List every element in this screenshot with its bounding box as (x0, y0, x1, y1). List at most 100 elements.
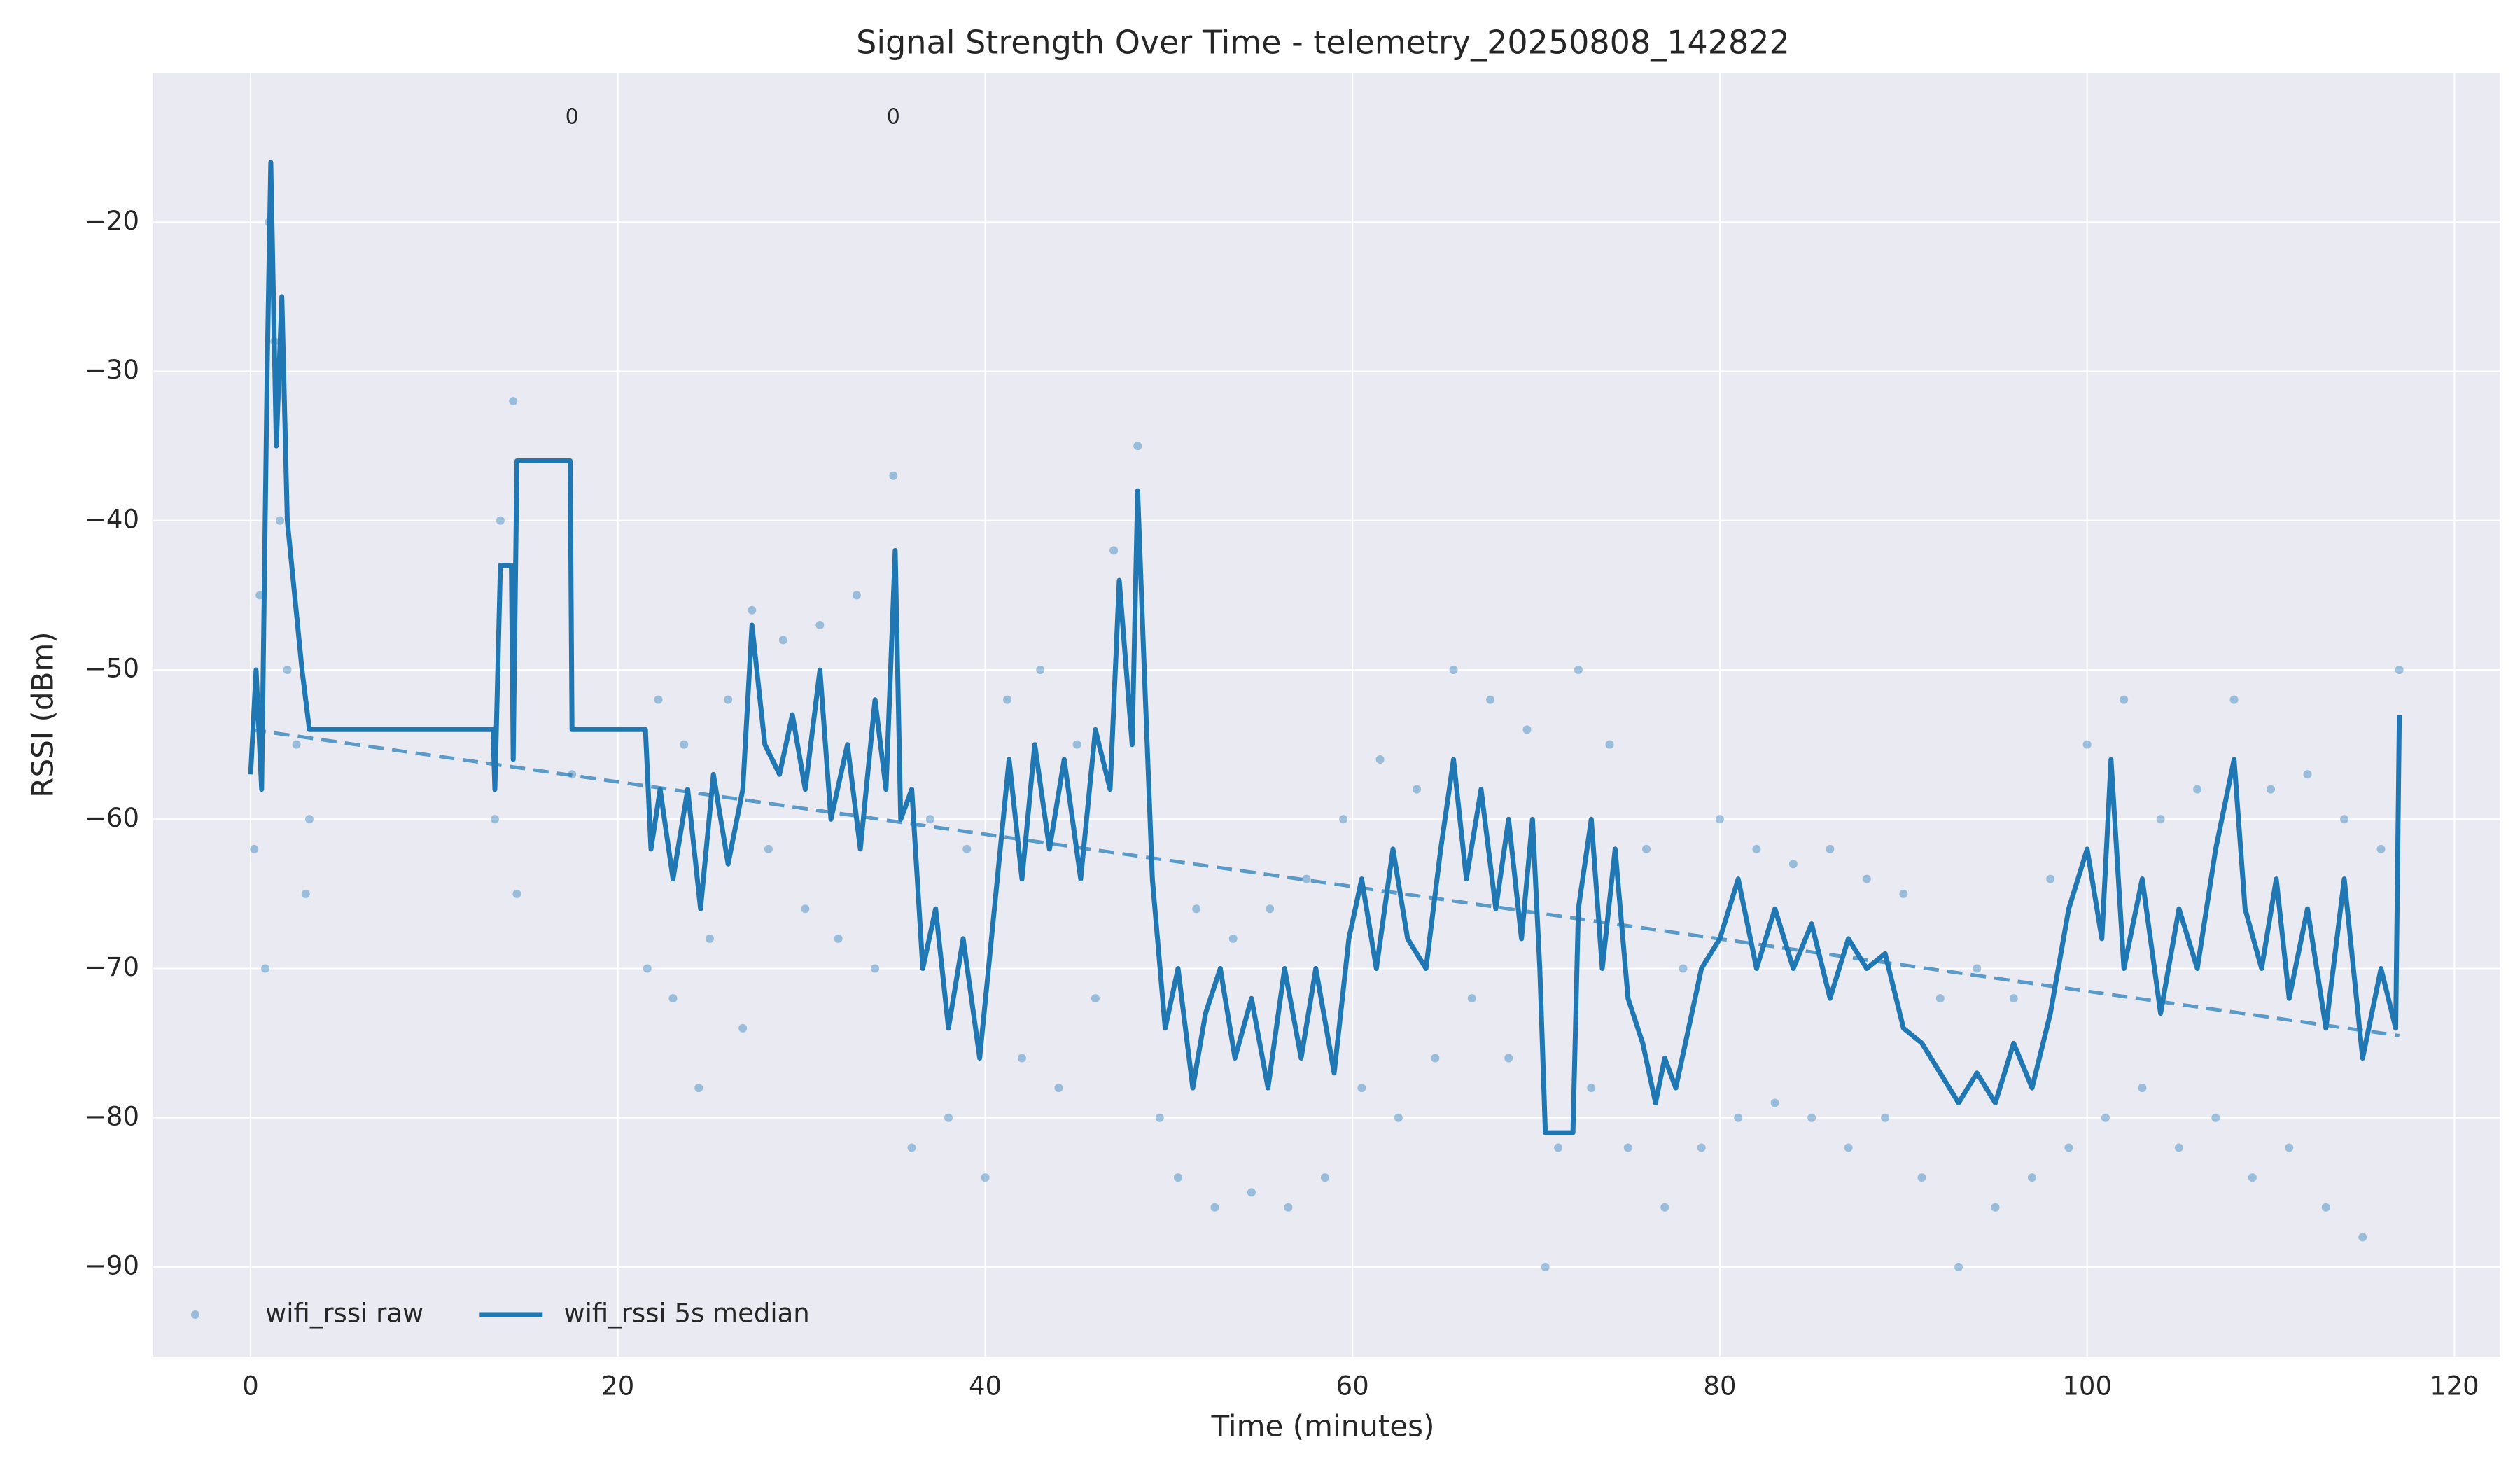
plot-background (153, 73, 2500, 1357)
raw-point (1574, 666, 1583, 675)
raw-point (2230, 695, 2239, 704)
x-tick-label: 120 (2430, 1371, 2479, 1401)
raw-point (276, 516, 285, 525)
y-tick-label: −50 (85, 654, 139, 684)
raw-point (1862, 874, 1871, 883)
raw-point (1036, 666, 1045, 675)
raw-point (1192, 904, 1201, 913)
raw-point (2027, 1173, 2036, 1182)
raw-point (1376, 755, 1385, 764)
raw-point (2082, 740, 2092, 749)
raw-point (1394, 1113, 1403, 1122)
raw-point (1788, 860, 1798, 869)
raw-point (801, 904, 810, 913)
raw-point (1133, 442, 1142, 451)
raw-point (738, 1023, 748, 1032)
raw-point (1504, 1054, 1513, 1063)
y-tick-label: −60 (85, 803, 139, 833)
y-tick-label: −20 (85, 206, 139, 236)
x-tick-label: 20 (601, 1371, 634, 1401)
raw-point (680, 740, 689, 749)
raw-point (705, 934, 714, 943)
y-tick-label: −70 (85, 952, 139, 982)
raw-point (292, 740, 301, 749)
raw-point (2138, 1084, 2147, 1093)
y-tick-label: −40 (85, 504, 139, 534)
raw-point (2101, 1113, 2110, 1122)
y-tick-label: −30 (85, 355, 139, 385)
raw-point (764, 844, 773, 853)
legend-marker (191, 1310, 200, 1319)
raw-point (1935, 994, 1945, 1003)
raw-point (283, 666, 292, 675)
raw-point (301, 889, 310, 898)
raw-point (1522, 725, 1532, 734)
raw-point (643, 964, 652, 973)
raw-point (1210, 1203, 1219, 1212)
raw-point (2046, 874, 2055, 883)
raw-point (1339, 815, 1348, 824)
raw-point (1449, 666, 1458, 675)
raw-point (871, 964, 880, 973)
y-tick-label: −90 (85, 1251, 139, 1281)
raw-point (490, 815, 499, 824)
raw-point (1284, 1203, 1293, 1212)
raw-point (2248, 1173, 2257, 1182)
raw-point (1247, 1188, 1256, 1197)
raw-point (512, 889, 522, 898)
raw-point (889, 471, 898, 480)
raw-point (1002, 695, 1011, 704)
raw-point (2267, 785, 2276, 794)
x-tick-label: 60 (1336, 1371, 1369, 1401)
raw-point (944, 1113, 953, 1122)
chart-title: Signal Strength Over Time - telemetry_20… (856, 24, 1790, 62)
plot-area (248, 160, 2404, 1272)
raw-point (1486, 695, 1495, 704)
raw-point (2376, 844, 2386, 853)
annotation: 0 (887, 104, 900, 129)
raw-point (509, 397, 518, 406)
raw-point (778, 636, 788, 645)
raw-point (2339, 815, 2348, 824)
legend-label: wifi_rssi 5s median (564, 1298, 809, 1329)
raw-point (2174, 1143, 2183, 1152)
raw-point (1679, 964, 1688, 973)
raw-point (1642, 844, 1651, 853)
raw-point (261, 964, 270, 973)
raw-point (496, 516, 505, 525)
raw-point (1973, 964, 1982, 973)
raw-point (1413, 785, 1422, 794)
raw-point (2358, 1233, 2367, 1242)
x-tick-label: 100 (2062, 1371, 2112, 1401)
raw-point (748, 606, 757, 615)
raw-point (1881, 1113, 1890, 1122)
raw-point (925, 815, 934, 824)
raw-point (724, 695, 733, 704)
raw-point (1541, 1263, 1550, 1272)
grid (153, 73, 2500, 1357)
raw-point (1844, 1143, 1853, 1152)
raw-point (1155, 1113, 1164, 1122)
x-tick-label: 40 (969, 1371, 1002, 1401)
raw-point (2285, 1143, 2294, 1152)
raw-point (305, 815, 314, 824)
x-tick-label: 80 (1703, 1371, 1736, 1401)
raw-point (1091, 994, 1100, 1003)
raw-point (1697, 1143, 1706, 1152)
raw-point (1605, 740, 1614, 749)
raw-point (2064, 1143, 2073, 1152)
raw-point (1715, 815, 1724, 824)
raw-point (1054, 1084, 1063, 1093)
y-tick-label: −80 (85, 1101, 139, 1131)
raw-point (1017, 1054, 1026, 1063)
raw-point (668, 994, 678, 1003)
raw-point (1954, 1263, 1963, 1272)
raw-point (654, 695, 663, 704)
legend-label: wifi_rssi raw (265, 1298, 424, 1329)
raw-point (1266, 904, 1275, 913)
raw-point (816, 621, 825, 630)
raw-point (2303, 770, 2312, 779)
raw-point (907, 1143, 916, 1152)
raw-point (694, 1084, 704, 1093)
